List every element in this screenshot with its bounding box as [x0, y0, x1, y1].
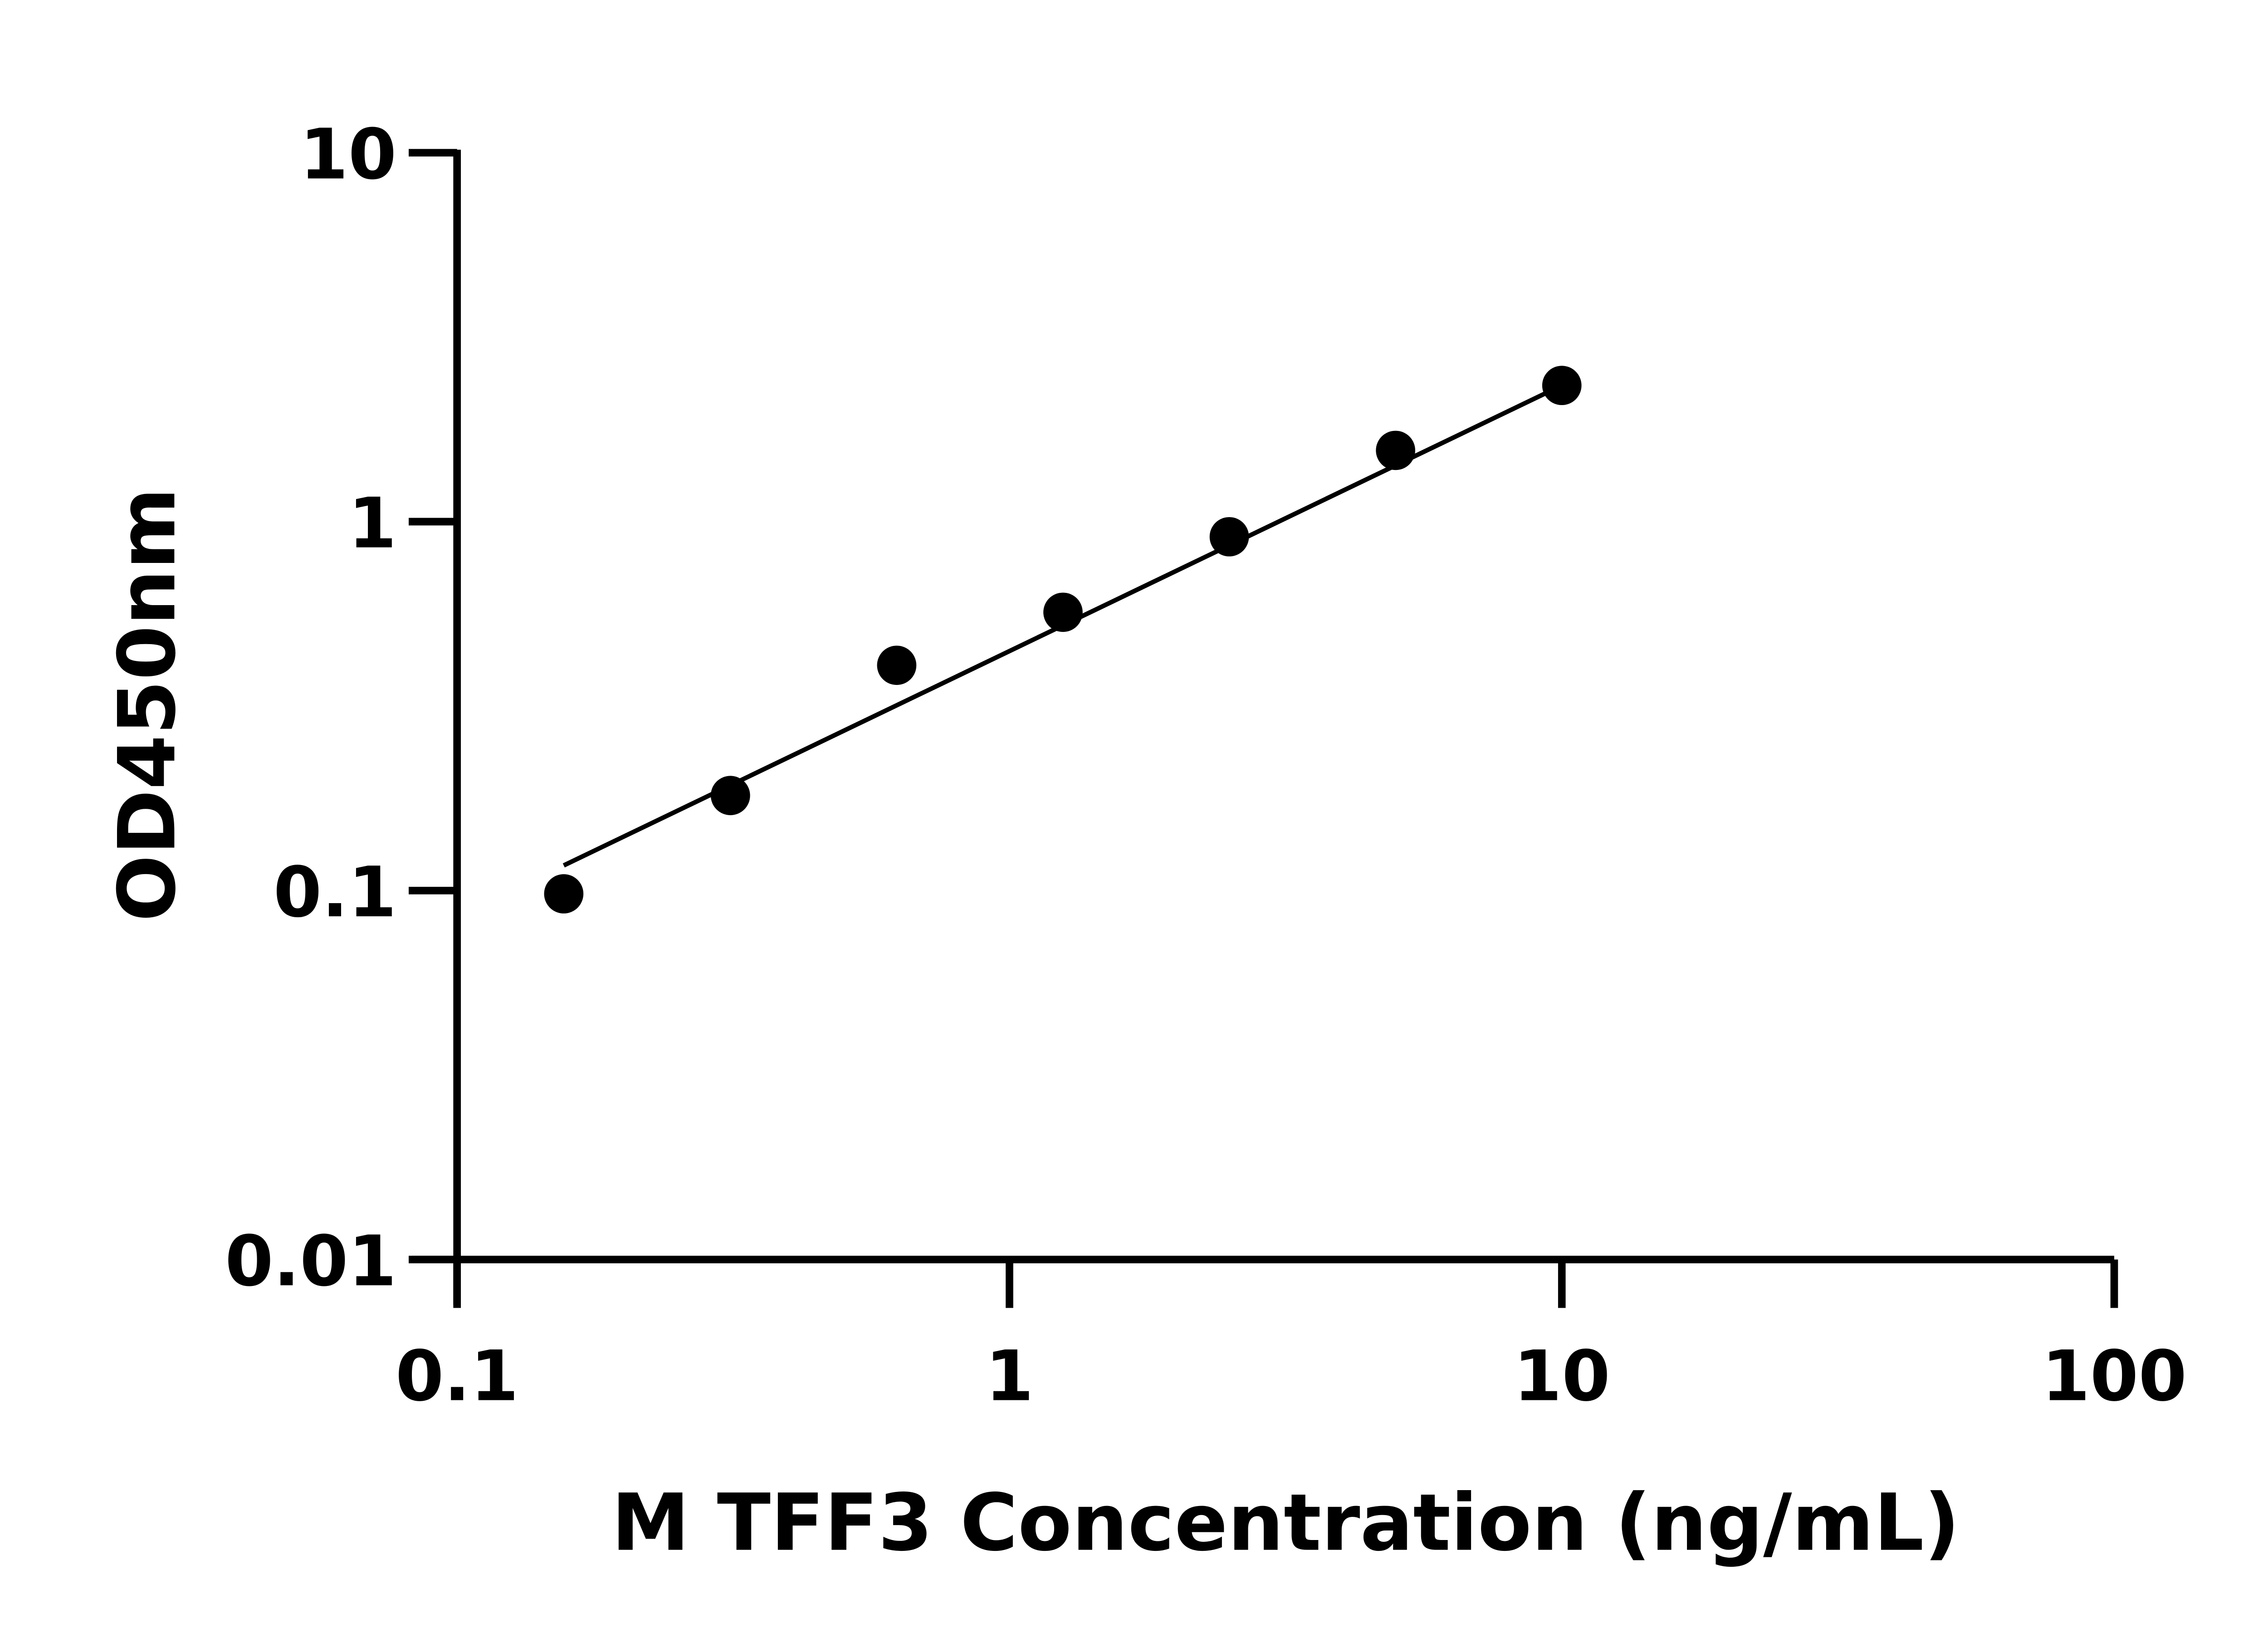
data-point: [710, 776, 750, 816]
data-point: [1043, 592, 1083, 632]
data-marks: [544, 366, 1582, 914]
data-point: [1376, 430, 1415, 470]
y-tick-label: 0.1: [274, 852, 397, 933]
data-point: [877, 645, 917, 685]
data-point: [1209, 517, 1249, 557]
x-tick-label: 0.1: [396, 1336, 519, 1417]
x-axis-label: M TFF3 Concentration (ng/mL): [611, 1477, 1960, 1569]
axes: [408, 149, 2118, 1308]
data-point: [544, 874, 584, 914]
y-tick-label: 1: [348, 484, 397, 564]
y-tick-label: 10: [300, 114, 396, 195]
data-point: [1542, 366, 1582, 406]
x-tick-label: 10: [1514, 1336, 1610, 1417]
y-axis-label: OD450nm: [101, 488, 193, 922]
x-tick-label: 1: [985, 1336, 1034, 1417]
x-tick-label: 100: [2042, 1336, 2187, 1417]
y-tick-label: 0.01: [225, 1221, 396, 1302]
